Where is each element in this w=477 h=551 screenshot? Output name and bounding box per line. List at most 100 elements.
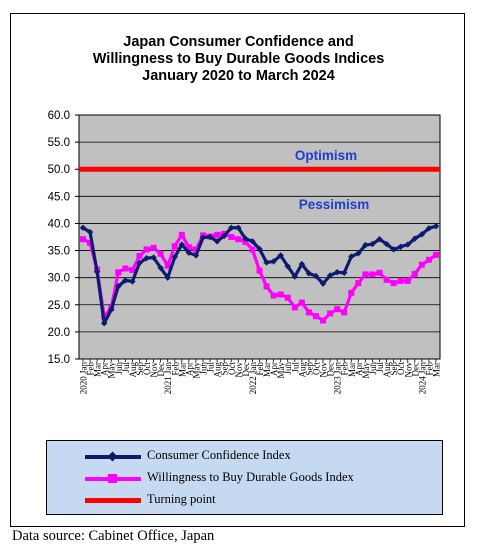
x-tick-label: May bbox=[107, 362, 117, 379]
x-tick-label: Mar bbox=[347, 362, 357, 377]
data-point bbox=[185, 244, 192, 251]
data-point bbox=[235, 224, 242, 231]
y-tick-label: 20.0 bbox=[48, 327, 70, 339]
data-point bbox=[256, 267, 263, 274]
data-point bbox=[326, 272, 334, 279]
x-tick-label: Jul bbox=[290, 362, 300, 373]
data-point bbox=[334, 306, 341, 313]
y-tick-label: 25.0 bbox=[48, 300, 70, 312]
x-tick-label: May bbox=[191, 362, 201, 379]
x-tick-label: Mar bbox=[432, 362, 442, 377]
data-point bbox=[100, 320, 108, 327]
data-point bbox=[122, 265, 129, 272]
data-point bbox=[80, 236, 86, 243]
x-tick-label: Aug bbox=[382, 362, 392, 378]
optimism-label: Optimism bbox=[295, 148, 357, 163]
data-point bbox=[411, 235, 419, 242]
data-point bbox=[298, 299, 305, 306]
data-point bbox=[228, 234, 235, 240]
data-point bbox=[171, 253, 178, 261]
x-tick-label: Oct bbox=[396, 362, 406, 375]
data-point bbox=[164, 262, 171, 269]
x-tick-label: Sep bbox=[304, 362, 314, 376]
x-tick-label: 2020 Jan bbox=[79, 362, 89, 395]
data-point bbox=[397, 243, 404, 250]
data-point bbox=[157, 250, 164, 257]
plot-area bbox=[78, 114, 441, 360]
data-point bbox=[362, 271, 369, 278]
data-point bbox=[221, 232, 228, 240]
x-tick-label: Nov bbox=[234, 362, 244, 378]
series-layer bbox=[79, 222, 440, 327]
y-tick-label: 15.0 bbox=[48, 354, 70, 366]
data-point bbox=[277, 291, 284, 298]
data-point bbox=[425, 256, 432, 263]
x-tick-label: Feb bbox=[170, 362, 180, 376]
legend-item-consumer-confidence: Consumer Confidence Index bbox=[47, 446, 442, 466]
data-point bbox=[411, 270, 418, 277]
data-point bbox=[235, 236, 242, 243]
x-tick-label: Aug bbox=[213, 362, 223, 378]
x-tick-label: Dec bbox=[156, 362, 166, 377]
x-tick-label: Sep bbox=[389, 362, 399, 376]
x-tick-label: Sep bbox=[220, 362, 230, 376]
data-point bbox=[284, 294, 291, 301]
data-point bbox=[327, 310, 334, 317]
x-tick-label: Feb bbox=[424, 362, 434, 376]
data-point bbox=[136, 252, 143, 259]
legend-item-turning-point: Turning point bbox=[47, 490, 442, 510]
data-point bbox=[263, 283, 270, 290]
data-point bbox=[312, 313, 319, 320]
y-tick-label: 40.0 bbox=[48, 218, 70, 230]
data-point bbox=[242, 235, 249, 242]
data-source-note: Data source: Cabinet Office, Japan bbox=[12, 528, 215, 544]
data-point bbox=[376, 269, 383, 276]
x-tick-label: Mar bbox=[93, 362, 103, 377]
x-tick-label: Feb bbox=[255, 362, 265, 376]
data-point bbox=[129, 278, 136, 285]
series-consumer-confidence bbox=[79, 222, 440, 327]
data-point bbox=[369, 271, 376, 278]
data-point bbox=[305, 309, 312, 316]
data-point bbox=[228, 224, 235, 231]
pessimism-label: Pessimism bbox=[299, 197, 370, 212]
data-point bbox=[150, 244, 157, 251]
data-point bbox=[178, 231, 185, 238]
x-tick-label: Mar bbox=[262, 362, 272, 377]
data-point bbox=[115, 269, 122, 276]
x-tick-label: Jul bbox=[206, 362, 216, 373]
x-axis: 2020 JanFebMarAprMayJunJulAugSepOctNovDe… bbox=[79, 359, 442, 394]
x-tick-label: May bbox=[276, 362, 286, 379]
legend-swatch-turning-point bbox=[85, 498, 141, 503]
data-point bbox=[136, 259, 143, 267]
data-point bbox=[270, 258, 277, 265]
x-tick-label: 2022 Jan bbox=[248, 362, 258, 395]
data-point bbox=[355, 250, 362, 257]
data-point bbox=[178, 241, 186, 248]
x-tick-label: Dec bbox=[326, 362, 336, 377]
data-point bbox=[390, 280, 397, 287]
data-point bbox=[397, 277, 404, 284]
x-tick-label: Sep bbox=[135, 362, 145, 376]
data-point bbox=[199, 234, 207, 241]
line-chart: 60.0 55.0 50.0 45.0 40.0 35.0 30.0 25.0 20.0 15.0… bbox=[48, 110, 442, 394]
x-tick-label: Nov bbox=[149, 362, 159, 378]
x-tick-label: Nov bbox=[319, 362, 329, 378]
x-tick-label: Apr bbox=[184, 362, 194, 376]
legend-label-turning-point: Turning point bbox=[147, 492, 216, 506]
x-tick-label: Jun bbox=[283, 362, 293, 375]
data-point bbox=[213, 238, 221, 245]
data-point bbox=[425, 225, 433, 232]
data-point bbox=[284, 263, 291, 270]
data-point bbox=[192, 246, 199, 253]
data-point bbox=[305, 270, 313, 277]
data-point bbox=[333, 269, 341, 276]
x-tick-label: Oct bbox=[142, 362, 152, 375]
x-tick-label: Jun bbox=[199, 362, 209, 375]
y-tick-label: 35.0 bbox=[48, 246, 70, 258]
data-point bbox=[432, 222, 440, 230]
data-point bbox=[418, 231, 426, 238]
data-point bbox=[214, 231, 221, 238]
data-point bbox=[355, 280, 362, 287]
data-point bbox=[249, 246, 256, 253]
